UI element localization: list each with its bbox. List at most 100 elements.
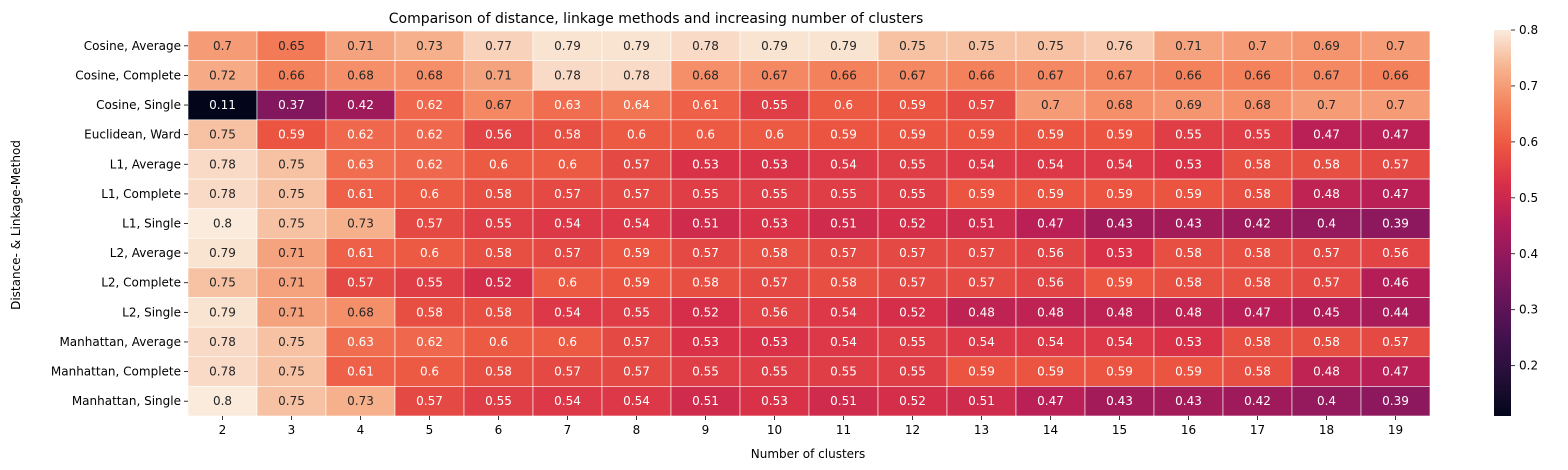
heatmap-cell: [1084, 119, 1155, 150]
heatmap-cell: [1360, 238, 1431, 269]
heatmap-cell: [256, 89, 327, 121]
cell-label: 0.54: [1106, 157, 1133, 171]
cell-label: 0.59: [1175, 187, 1202, 201]
cell-label: 0.39: [1382, 394, 1409, 408]
heatmap-cell: [1291, 267, 1362, 298]
cell-label: 0.76: [1106, 39, 1133, 53]
cell-label: 0.55: [1244, 128, 1271, 142]
heatmap-cell: [1084, 178, 1155, 210]
heatmap-cell: [1291, 149, 1362, 180]
heatmap-cell: [532, 356, 603, 387]
heatmap-cell: [394, 356, 465, 387]
cell-label: 0.68: [1244, 98, 1271, 112]
cell-label: 0.57: [968, 98, 995, 112]
cell-label: 0.52: [899, 394, 926, 408]
cell-label: 0.54: [1037, 335, 1064, 349]
cell-label: 0.47: [1037, 394, 1064, 408]
heatmap-cell: [1153, 297, 1224, 328]
cell-label: 0.59: [1175, 365, 1202, 379]
cell-label: 0.57: [899, 276, 926, 290]
heatmap-cell: [739, 89, 810, 121]
cell-label: 0.54: [623, 217, 650, 231]
cell-label: 0.55: [830, 365, 857, 379]
cell-label: 0.58: [1313, 157, 1340, 171]
cell-label: 0.44: [1382, 305, 1409, 319]
cell-label: 0.42: [1244, 394, 1271, 408]
x-axis-ticks: 2 3 4 5 6 7 8 9 10 11 12 13 14 15 16 17 18 19: [219, 416, 1403, 437]
heatmap-cell: [532, 267, 603, 298]
cell-label: 0.51: [968, 217, 995, 231]
heatmap-cell: [670, 356, 741, 387]
cell-label: 0.48: [1313, 365, 1340, 379]
heatmap-cell: [187, 89, 258, 121]
heatmap-cell: [877, 60, 948, 91]
heatmap-cell: [1360, 119, 1431, 150]
cell-label: 0.54: [1037, 157, 1064, 171]
colorbar-tick-label: 0.2: [1519, 359, 1538, 373]
heatmap-cell: [1015, 297, 1086, 328]
cell-label: 0.37: [278, 98, 305, 112]
cell-label: 0.42: [347, 98, 374, 112]
cell-label: 0.58: [1244, 157, 1271, 171]
cell-label: 0.39: [1382, 217, 1409, 231]
cell-label: 0.53: [761, 335, 788, 349]
cell-label: 0.67: [1313, 68, 1340, 82]
heatmap-cell: [1222, 297, 1293, 328]
cell-label: 0.59: [1106, 276, 1133, 290]
heatmap-cell: [394, 238, 465, 269]
heatmap-cell: [256, 60, 327, 91]
cell-label: 0.57: [416, 217, 443, 231]
cell-label: 0.57: [554, 187, 581, 201]
cell-label: 0.57: [623, 187, 650, 201]
cell-label: 0.57: [830, 246, 857, 260]
heatmap-cell: [1153, 356, 1224, 387]
cell-label: 0.75: [899, 39, 926, 53]
cell-label: 0.57: [1382, 157, 1409, 171]
heatmap-cell: [808, 60, 879, 91]
x-tick-label: 17: [1250, 423, 1265, 437]
cell-label: 0.6: [558, 157, 577, 171]
heatmap-cell: [946, 119, 1017, 150]
y-tick-label: Euclidean, Ward: [84, 128, 181, 142]
heatmap-cell: [1222, 238, 1293, 269]
cell-label: 0.59: [968, 128, 995, 142]
heatmap-cell: [325, 238, 396, 269]
heatmap-cell: [1360, 178, 1431, 210]
cell-label: 0.75: [278, 335, 305, 349]
y-tick-label: Cosine, Average: [84, 39, 181, 53]
cell-label: 0.79: [761, 39, 788, 53]
heatmap-cell: [670, 238, 741, 269]
heatmap-cell: [1015, 89, 1086, 121]
cell-label: 0.58: [761, 246, 788, 260]
cell-label: 0.63: [347, 157, 374, 171]
x-tick-label: 11: [836, 423, 851, 437]
heatmap-cell: [187, 178, 258, 210]
cell-label: 0.77: [485, 39, 512, 53]
cell-label: 0.75: [278, 187, 305, 201]
heatmap-cell: [739, 60, 810, 91]
heatmap-cell: [394, 386, 465, 417]
y-axis-ticks: Cosine, Average Cosine, Complete Cosine, S…: [51, 39, 188, 408]
heatmap-cell: [1222, 30, 1293, 61]
heatmap-cell: [1222, 326, 1293, 358]
cell-label: 0.58: [485, 365, 512, 379]
cell-label: 0.75: [968, 39, 995, 53]
cell-label: 0.59: [1106, 128, 1133, 142]
heatmap-cell: [394, 149, 465, 180]
x-tick-label: 12: [905, 423, 920, 437]
heatmap-cell: [187, 326, 258, 358]
heatmap-cell: [808, 356, 879, 387]
heatmap-cell: [394, 297, 465, 328]
heatmap-cell: [808, 208, 879, 239]
cell-label: 0.67: [899, 68, 926, 82]
colorbar-tick-label: 0.5: [1519, 191, 1538, 205]
heatmap-cell: [1360, 149, 1431, 180]
cell-label: 0.59: [623, 246, 650, 260]
cell-label: 0.67: [1037, 68, 1064, 82]
cell-label: 0.62: [416, 98, 443, 112]
cell-label: 0.58: [554, 128, 581, 142]
heatmap-cell: [256, 267, 327, 298]
heatmap-cell: [1015, 326, 1086, 358]
cell-label: 0.56: [761, 305, 788, 319]
heatmap-cell: [1222, 208, 1293, 239]
